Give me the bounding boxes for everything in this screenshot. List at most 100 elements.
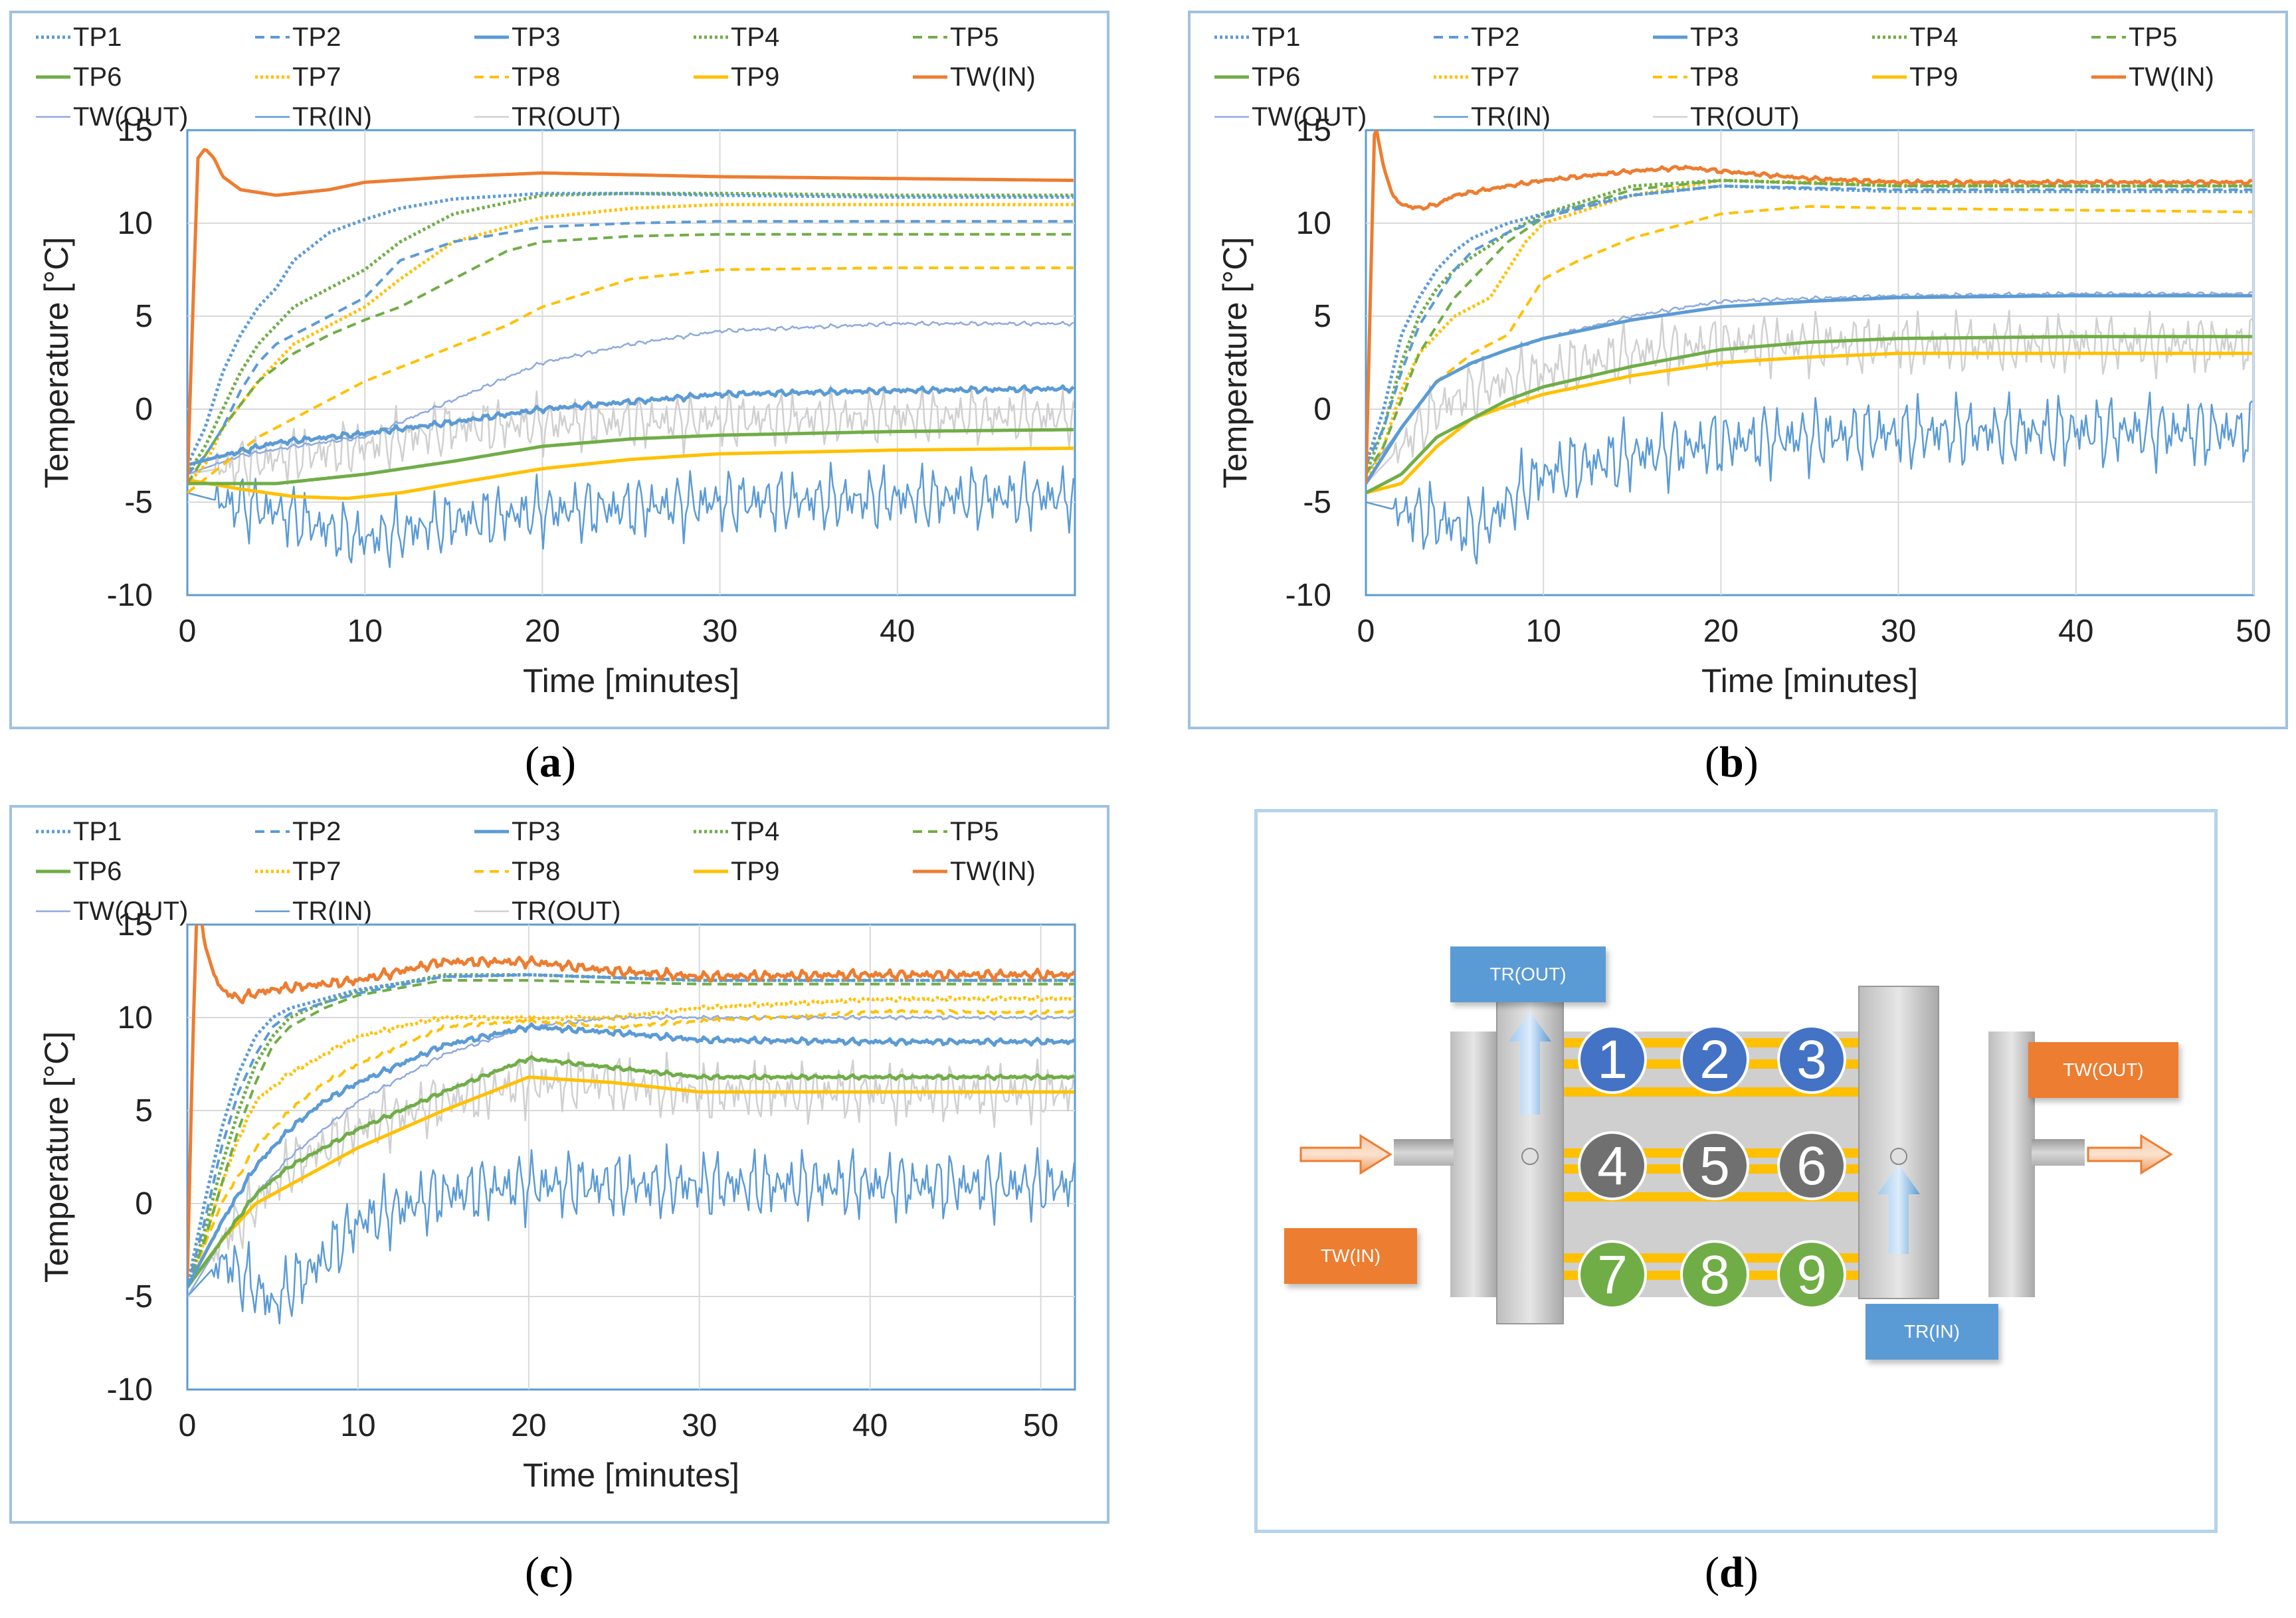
legend-label: TP4 xyxy=(731,817,779,846)
legend-item: TW(IN) xyxy=(913,62,1036,92)
chart-panel-b: TP1 TP2 TP3 TP4 TP5 TP6 TP7 TP8 TP9 TW(IN) TW(OUT)… xyxy=(1188,11,2288,729)
legend-label: TW(IN) xyxy=(950,62,1036,92)
legend-item: TP9 xyxy=(694,62,779,92)
y-tick-label: -5 xyxy=(124,1279,153,1314)
y-tick-label: 0 xyxy=(135,1186,153,1221)
point-label: 7 xyxy=(1597,1245,1628,1305)
legend-item: TW(OUT) xyxy=(36,102,188,132)
label-tr-out: TR(OUT) xyxy=(1450,946,1606,1002)
legend-label: TP9 xyxy=(1909,62,1958,92)
point-label: 2 xyxy=(1699,1030,1730,1090)
y-tick-label: 10 xyxy=(1296,206,1331,241)
legend-item: TR(OUT) xyxy=(474,102,621,132)
legend-label: TW(IN) xyxy=(950,857,1036,886)
y-tick-label: 10 xyxy=(118,1000,153,1035)
legend-label: TP4 xyxy=(731,23,779,52)
series-tp1 xyxy=(187,191,1074,466)
legend-label: TP5 xyxy=(950,817,999,846)
legend-item: TP3 xyxy=(474,23,560,52)
legend-item: TP1 xyxy=(1214,23,1300,52)
legend-label: TP1 xyxy=(73,23,122,52)
right-port xyxy=(1890,1148,1907,1165)
y-tick-label: -5 xyxy=(1303,485,1331,520)
legend-item: TP9 xyxy=(694,857,779,886)
measurement-point: 5 xyxy=(1680,1131,1749,1200)
x-axis-title: Time [minutes] xyxy=(523,1457,739,1494)
measurement-point: 1 xyxy=(1578,1025,1647,1094)
right-flange xyxy=(1988,1032,2035,1297)
legend-label: TR(IN) xyxy=(1471,102,1551,132)
series-tp4 xyxy=(1366,179,2252,475)
series-tp9 xyxy=(187,1075,1074,1289)
legend-item: TP9 xyxy=(1872,62,1958,92)
series-tp7 xyxy=(187,203,1074,485)
point-marker xyxy=(1777,1240,1846,1309)
series-twout xyxy=(187,320,1074,476)
legend-label: TP1 xyxy=(73,817,122,846)
legend-label: TP2 xyxy=(292,23,341,52)
y-tick-label: 0 xyxy=(135,392,153,427)
y-axis-title: Temperature [°C] xyxy=(1216,237,1254,488)
series-tp7 xyxy=(187,995,1075,1288)
left-port xyxy=(1521,1148,1539,1165)
legend-label: TP8 xyxy=(512,857,560,886)
legend-item: TR(OUT) xyxy=(1653,102,1799,132)
y-tick-label: -10 xyxy=(107,578,153,613)
legend-item: TP6 xyxy=(1214,62,1300,92)
legend-item: TP2 xyxy=(255,817,341,846)
series-tp8 xyxy=(187,1008,1075,1288)
point-marker xyxy=(1680,1131,1749,1200)
left-flange xyxy=(1450,1032,1497,1297)
refrigerant-in-arrow xyxy=(1877,1164,1920,1254)
y-tick-label: -10 xyxy=(1286,578,1331,613)
plot-area xyxy=(186,923,1076,1391)
legend-label: TP5 xyxy=(950,23,999,52)
x-tick-label: 10 xyxy=(347,614,383,649)
legend: TP1 TP2 TP3 TP4 TP5 TP6 TP7 TP8 TP9 TW(IN) TW(OUT)… xyxy=(1214,23,2214,132)
legend-item: TR(IN) xyxy=(255,897,372,926)
legend-item: TP3 xyxy=(1653,23,1739,52)
point-marker xyxy=(1777,1025,1846,1094)
legend: TP1 TP2 TP3 TP4 TP5 TP6 TP7 TP8 TP9 TW(IN) TW(OUT)… xyxy=(36,817,1036,926)
legend-label: TW(IN) xyxy=(2129,62,2214,92)
x-tick-label: 0 xyxy=(1357,614,1375,649)
legend-item: TP2 xyxy=(1434,23,1519,52)
right-pipe xyxy=(2032,1139,2085,1166)
series-tp6 xyxy=(187,428,1074,486)
legend-label: TP7 xyxy=(292,62,341,92)
x-tick-label: 40 xyxy=(880,614,915,649)
legend-label: TP8 xyxy=(1690,62,1739,92)
point-label: 8 xyxy=(1699,1245,1730,1305)
legend-label: TP2 xyxy=(292,817,341,846)
series-trout xyxy=(1366,310,2253,484)
label-tr-in: TR(IN) xyxy=(1866,1304,1998,1360)
measurement-point: 4 xyxy=(1578,1131,1647,1200)
x-tick-label: 50 xyxy=(2236,614,2271,649)
chart-c: TP1 TP2 TP3 TP4 TP5 TP6 TP7 TP8 TP9 TW(IN) TW(OUT)… xyxy=(36,817,1076,1494)
legend-label: TP3 xyxy=(512,817,560,846)
legend-label: TP4 xyxy=(1909,23,1958,52)
measurement-point: 7 xyxy=(1578,1240,1647,1309)
y-axis-title: Temperature [°C] xyxy=(38,1032,75,1283)
chart-b: TP1 TP2 TP3 TP4 TP5 TP6 TP7 TP8 TP9 TW(IN) TW(OUT)… xyxy=(1214,23,2271,699)
series-tp9 xyxy=(187,446,1074,500)
series-tp9 xyxy=(1366,351,2252,495)
legend-label: TW(OUT) xyxy=(73,897,188,926)
x-axis-title: Time [minutes] xyxy=(1701,662,1918,699)
series-tp3 xyxy=(187,1022,1075,1289)
caption-a: (a) xyxy=(525,738,576,786)
legend-item: TP5 xyxy=(913,817,999,846)
series-tp1 xyxy=(187,973,1074,1288)
series-tp2 xyxy=(1366,185,2252,466)
legend-label: TR(OUT) xyxy=(512,102,621,132)
y-tick-label: -5 xyxy=(124,485,153,520)
series-tp5 xyxy=(187,232,1074,485)
x-tick-label: 0 xyxy=(179,614,197,649)
y-tick-label: -10 xyxy=(107,1372,153,1407)
heat-exchanger-diagram: 1 4 7 2 5 8 3 6 9 xyxy=(1299,986,2173,1324)
legend-label: TP2 xyxy=(1471,23,1519,52)
legend-label: TP5 xyxy=(2129,23,2177,52)
legend-item: TR(OUT) xyxy=(474,897,621,926)
legend-label: TP9 xyxy=(731,857,779,886)
legend-label: TW(OUT) xyxy=(1252,102,1367,132)
